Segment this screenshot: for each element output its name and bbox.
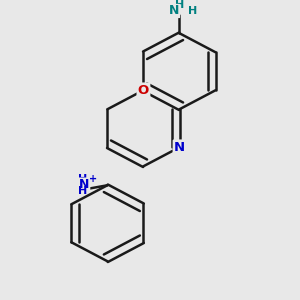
Text: N: N [169, 4, 179, 17]
Text: +: + [89, 174, 98, 184]
Text: O: O [138, 84, 149, 97]
Text: H: H [188, 6, 197, 16]
Text: H: H [175, 0, 184, 11]
Text: N: N [79, 178, 90, 191]
Text: H: H [78, 174, 88, 184]
Text: H: H [78, 185, 88, 196]
Text: N: N [174, 141, 185, 154]
